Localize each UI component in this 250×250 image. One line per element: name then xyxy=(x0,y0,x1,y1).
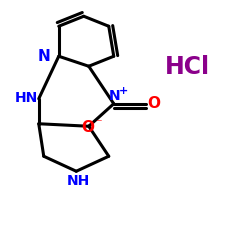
Text: +: + xyxy=(119,86,128,96)
Text: N: N xyxy=(38,49,50,64)
Text: ⁻: ⁻ xyxy=(95,117,101,130)
Text: N: N xyxy=(109,89,121,103)
Text: O: O xyxy=(148,96,161,111)
Text: NH: NH xyxy=(67,174,90,188)
Text: HCl: HCl xyxy=(165,56,210,80)
Text: O: O xyxy=(81,120,94,135)
Text: HN: HN xyxy=(15,91,38,105)
